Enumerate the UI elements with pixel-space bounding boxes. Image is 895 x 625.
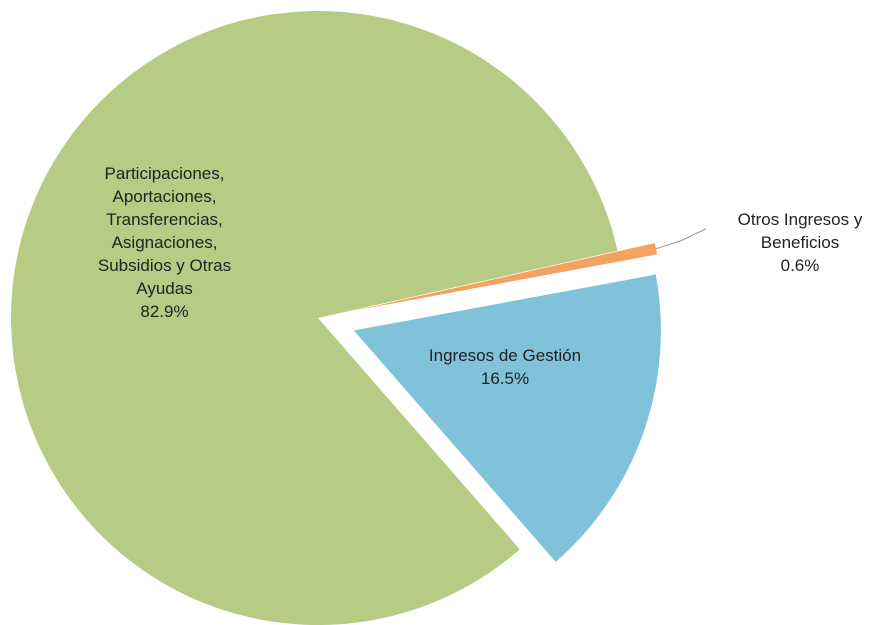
pie-slice xyxy=(355,243,658,311)
slice-label: Ingresos de Gestión 16.5% xyxy=(400,344,610,390)
category-label: Participaciones, Aportaciones, Transfere… xyxy=(97,164,232,298)
value-label: 16.5% xyxy=(480,369,530,388)
category-label: Otros Ingresos y Beneficios xyxy=(737,210,863,252)
value-label: 0.6% xyxy=(780,256,820,275)
leader-line xyxy=(655,228,707,250)
value-label: 82.9% xyxy=(140,302,189,321)
slice-label: Participaciones, Aportaciones, Transfere… xyxy=(82,162,247,323)
pie-slice xyxy=(353,274,661,562)
pie-slice xyxy=(11,11,618,625)
category-label: Ingresos de Gestión xyxy=(428,346,582,365)
slice-label: Otros Ingresos y Beneficios 0.6% xyxy=(720,208,880,277)
